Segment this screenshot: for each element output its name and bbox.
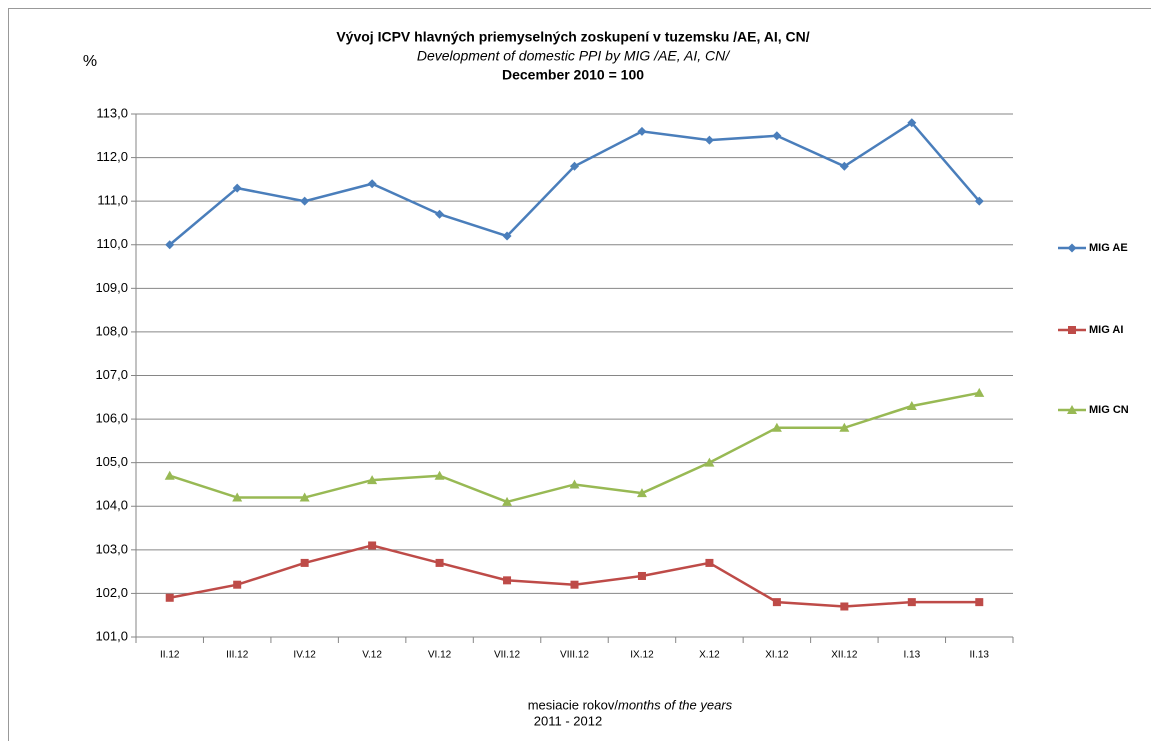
- marker: [1067, 243, 1077, 253]
- marker: [974, 196, 984, 206]
- chart-subtitle: Development of domestic PPI by MIG /AE, …: [417, 48, 731, 64]
- marker: [840, 602, 849, 611]
- x-tick-label: XI.12: [765, 650, 789, 661]
- marker: [637, 126, 647, 136]
- x-tick-label: X.12: [699, 650, 720, 661]
- marker: [435, 209, 445, 219]
- marker: [569, 479, 580, 489]
- legend-label: MIG CN: [1089, 404, 1129, 416]
- y-tick-label: 111,0: [97, 193, 128, 208]
- marker: [503, 576, 512, 585]
- x-tick-label: V.12: [362, 650, 382, 661]
- y-tick-label: 113,0: [96, 105, 128, 120]
- marker: [907, 598, 916, 607]
- marker: [570, 161, 579, 171]
- y-axis-label: %: [83, 53, 97, 70]
- y-tick-label: 110,0: [96, 236, 128, 251]
- x-tick-label: IX.12: [630, 650, 654, 661]
- x-tick-label: IV.12: [293, 650, 316, 661]
- x-tick-label: II.13: [970, 650, 990, 661]
- x-tick-label: VII.12: [494, 650, 521, 661]
- marker: [636, 488, 647, 498]
- x-tick-label: III.12: [226, 650, 249, 661]
- y-tick-label: 104,0: [95, 498, 128, 513]
- marker: [434, 470, 445, 480]
- chart-frame: [8, 8, 1151, 741]
- legend-label: MIG AI: [1089, 324, 1123, 336]
- marker: [233, 580, 242, 589]
- marker: [772, 598, 781, 607]
- x-axis-label: months of the years: [618, 697, 733, 712]
- marker: [164, 470, 175, 480]
- y-tick-label: 107,0: [95, 367, 128, 382]
- marker: [907, 118, 917, 128]
- marker: [705, 558, 714, 567]
- marker: [300, 558, 309, 567]
- y-tick-label: 106,0: [95, 411, 128, 426]
- marker: [165, 240, 175, 250]
- marker: [368, 541, 377, 550]
- y-tick-label: 103,0: [95, 541, 128, 556]
- marker: [839, 422, 850, 432]
- marker: [502, 496, 513, 506]
- x-axis-label: 2011 - 2012: [534, 713, 602, 728]
- marker: [1068, 326, 1076, 334]
- marker: [232, 183, 242, 193]
- marker: [839, 161, 849, 171]
- y-tick-label: 101,0: [95, 628, 128, 643]
- y-tick-label: 112,0: [96, 149, 128, 164]
- y-tick-label: 105,0: [95, 454, 128, 469]
- marker: [637, 571, 646, 580]
- x-axis-label: mesiacie rokov/: [528, 697, 619, 712]
- x-tick-label: VIII.12: [560, 650, 589, 661]
- legend-label: MIG AE: [1089, 242, 1128, 254]
- y-tick-label: 102,0: [95, 585, 128, 600]
- marker: [367, 179, 377, 189]
- marker: [435, 558, 444, 567]
- x-tick-label: II.12: [160, 650, 180, 661]
- marker: [299, 492, 310, 502]
- x-tick-label: XII.12: [831, 650, 858, 661]
- marker: [1067, 405, 1077, 414]
- y-tick-label: 109,0: [95, 280, 128, 295]
- marker: [704, 135, 714, 145]
- marker: [772, 131, 782, 141]
- marker: [974, 387, 985, 397]
- marker: [367, 475, 378, 485]
- marker: [232, 492, 243, 502]
- marker: [300, 196, 310, 206]
- chart-subtitle: December 2010 = 100: [502, 67, 644, 83]
- marker: [165, 593, 174, 602]
- chart-title: Vývoj ICPV hlavných priemyselných zoskup…: [336, 29, 809, 45]
- y-tick-label: 108,0: [95, 323, 128, 338]
- x-tick-label: I.13: [903, 650, 920, 661]
- marker: [975, 598, 984, 607]
- x-tick-label: VI.12: [428, 650, 452, 661]
- marker: [570, 580, 579, 589]
- marker: [704, 457, 715, 467]
- marker: [502, 231, 512, 241]
- marker: [906, 401, 917, 411]
- marker: [771, 422, 782, 432]
